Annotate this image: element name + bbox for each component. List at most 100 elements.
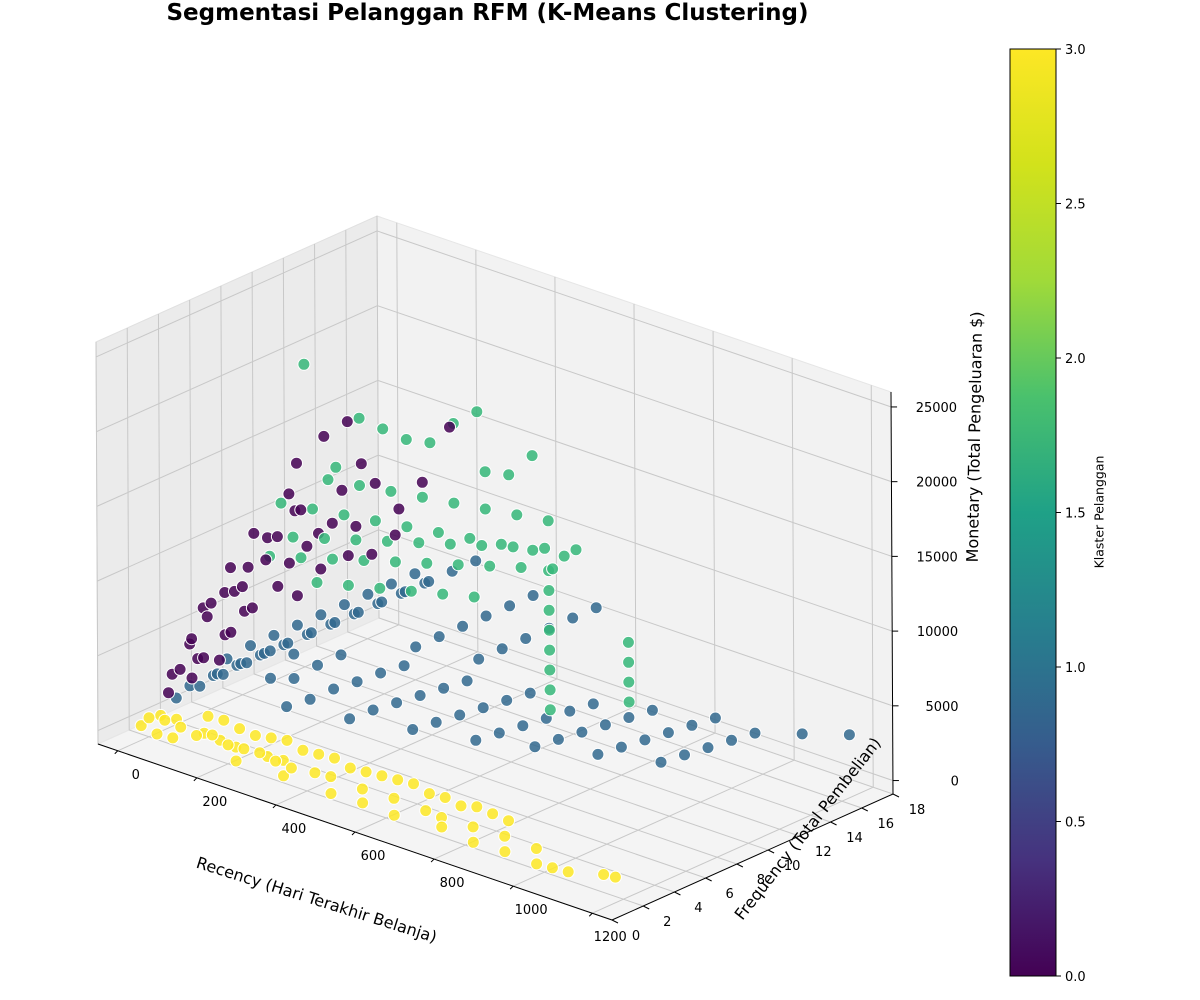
z-tick-label: 15000 [916, 550, 957, 565]
data-point-cluster-3 [470, 800, 484, 814]
data-point-cluster-2 [475, 539, 489, 552]
data-point-cluster-3 [158, 713, 172, 727]
data-point-cluster-0 [270, 530, 284, 544]
colorbar-tick-label: 3.0 [1065, 43, 1086, 58]
data-point-cluster-3 [498, 829, 512, 843]
data-point-cluster-0 [259, 553, 273, 567]
data-point-cluster-3 [391, 773, 405, 787]
data-point-cluster-3 [486, 807, 500, 821]
data-point-cluster-1 [409, 640, 423, 654]
data-point-cluster-3 [324, 787, 338, 800]
data-point-cluster-2 [470, 405, 484, 419]
data-point-cluster-3 [221, 738, 235, 752]
x-tick-label: 400 [282, 822, 307, 837]
data-point-cluster-3 [438, 791, 452, 804]
data-point-cluster-0 [224, 561, 237, 575]
data-point-cluster-3 [545, 861, 559, 875]
data-point-cluster-3 [343, 761, 357, 775]
grid-line-z [96, 305, 892, 483]
x-tick-label: 200 [202, 795, 227, 810]
data-point-cluster-1 [193, 679, 207, 693]
data-point-cluster-0 [368, 476, 382, 490]
data-point-cluster-3 [201, 709, 215, 723]
data-point-cluster-3 [561, 865, 575, 879]
data-point-cluster-1 [244, 639, 257, 653]
y-tick [799, 835, 806, 840]
data-point-cluster-0 [247, 526, 261, 540]
data-point-cluster-3 [280, 733, 294, 747]
data-point-cluster-0 [300, 539, 314, 553]
data-point-cluster-0 [340, 415, 354, 429]
data-point-cluster-2 [286, 530, 300, 544]
data-point-cluster-2 [447, 496, 461, 510]
y-tick-label: 4 [694, 901, 702, 916]
data-point-cluster-2 [404, 584, 418, 598]
data-point-cluster-3 [217, 713, 231, 727]
data-point-cluster-1 [500, 693, 514, 707]
data-point-cluster-1 [645, 703, 659, 717]
x-tick-label: 0 [132, 768, 140, 783]
data-point-cluster-2 [543, 663, 557, 677]
y-tick [767, 849, 775, 854]
x-tick [351, 831, 356, 836]
x-tick-label: 1000 [515, 903, 548, 918]
data-point-cluster-2 [506, 540, 520, 554]
colorbar-tick-label: 0.5 [1065, 816, 1086, 831]
data-point-cluster-3 [142, 711, 156, 725]
data-point-cluster-2 [443, 537, 457, 551]
data-point-cluster-2 [510, 508, 524, 522]
x-axis-label: Recency (Hari Terakhir Belanja) [194, 853, 439, 947]
x-tick-label: 800 [440, 876, 465, 891]
y-tick-label: 2 [663, 915, 671, 930]
data-point-cluster-3 [387, 791, 401, 805]
data-point-cluster-1 [314, 608, 328, 622]
data-point-cluster-2 [542, 603, 556, 617]
data-point-cluster-1 [495, 642, 509, 656]
data-point-cluster-2 [384, 484, 398, 498]
y-tick [861, 807, 869, 812]
data-point-cluster-3 [269, 754, 283, 768]
data-point-cluster-2 [621, 635, 635, 649]
data-point-cluster-2 [415, 490, 429, 504]
data-point-cluster-0 [325, 516, 339, 530]
y-tick [705, 877, 712, 882]
data-point-cluster-1 [795, 727, 809, 741]
grid-line-y [345, 229, 862, 809]
data-point-cluster-0 [354, 457, 368, 471]
data-point-cluster-1 [519, 632, 533, 645]
data-point-cluster-2 [557, 549, 571, 563]
grid-line-z [96, 454, 893, 632]
data-point-cluster-1 [472, 652, 486, 666]
data-point-cluster-0 [443, 420, 456, 434]
data-point-cluster-1 [469, 733, 483, 747]
colorbar-tick-label: 1.0 [1065, 661, 1086, 676]
tick-labels: 0 200 400 600 800 1000 1200 0 2 4 6 8 10 12 14 16 18 0 500… [132, 401, 959, 945]
data-point-cluster-3 [190, 729, 203, 742]
data-point-cluster-1 [701, 741, 715, 755]
data-point-cluster-1 [563, 704, 577, 718]
data-point-cluster-1 [748, 726, 762, 740]
y-tick [642, 905, 650, 910]
z-tick-label: 10000 [917, 625, 958, 640]
data-point-cluster-0 [388, 528, 402, 542]
data-point-cluster-0 [294, 503, 308, 517]
data-point-cluster-3 [529, 842, 543, 855]
data-point-cluster-1 [397, 659, 411, 673]
data-point-cluster-1 [614, 740, 628, 754]
data-point-cluster-1 [408, 567, 422, 581]
z-tick-label: 0 [951, 775, 959, 790]
data-point-cluster-1 [413, 689, 427, 702]
data-point-cluster-2 [543, 703, 557, 717]
data-point-cluster-3 [422, 787, 436, 801]
data-point-cluster-2 [463, 531, 477, 545]
data-point-cluster-1 [281, 636, 295, 650]
grid-line-y [251, 271, 769, 851]
colorbar: 0.0 0.5 1.0 1.5 2.0 2.5 3.0 [1009, 43, 1086, 985]
data-point-cluster-2 [353, 479, 366, 492]
data-point-cluster-3 [502, 814, 515, 828]
data-point-cluster-0 [392, 502, 406, 516]
data-point-cluster-0 [173, 662, 187, 676]
data-point-cluster-1 [456, 619, 470, 633]
data-point-cluster-2 [349, 533, 363, 547]
data-point-cluster-2 [318, 532, 331, 545]
